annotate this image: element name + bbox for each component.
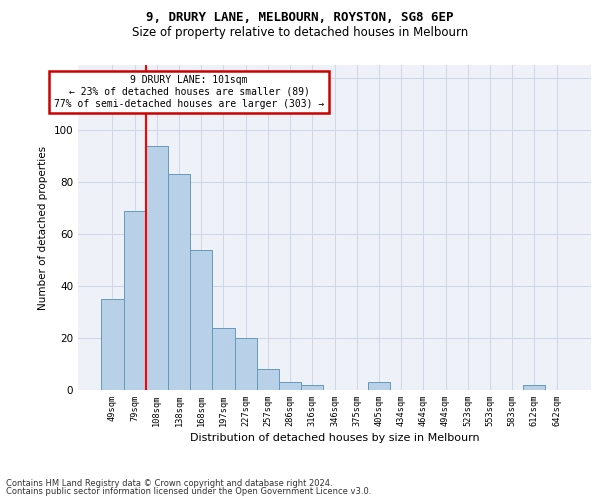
Text: Contains HM Land Registry data © Crown copyright and database right 2024.: Contains HM Land Registry data © Crown c… — [6, 478, 332, 488]
Bar — [124, 210, 146, 390]
Text: Size of property relative to detached houses in Melbourn: Size of property relative to detached ho… — [132, 26, 468, 39]
Bar — [168, 174, 190, 390]
Bar — [146, 146, 168, 390]
Bar — [279, 382, 301, 390]
Bar — [368, 382, 390, 390]
Text: Contains public sector information licensed under the Open Government Licence v3: Contains public sector information licen… — [6, 487, 371, 496]
Y-axis label: Number of detached properties: Number of detached properties — [38, 146, 48, 310]
Text: 9 DRURY LANE: 101sqm
← 23% of detached houses are smaller (89)
77% of semi-detac: 9 DRURY LANE: 101sqm ← 23% of detached h… — [54, 76, 324, 108]
Text: 9, DRURY LANE, MELBOURN, ROYSTON, SG8 6EP: 9, DRURY LANE, MELBOURN, ROYSTON, SG8 6E… — [146, 11, 454, 24]
Bar — [523, 385, 545, 390]
Bar — [212, 328, 235, 390]
Bar — [301, 385, 323, 390]
X-axis label: Distribution of detached houses by size in Melbourn: Distribution of detached houses by size … — [190, 434, 479, 444]
Bar — [101, 299, 124, 390]
Bar — [257, 369, 279, 390]
Bar — [235, 338, 257, 390]
Bar — [190, 250, 212, 390]
